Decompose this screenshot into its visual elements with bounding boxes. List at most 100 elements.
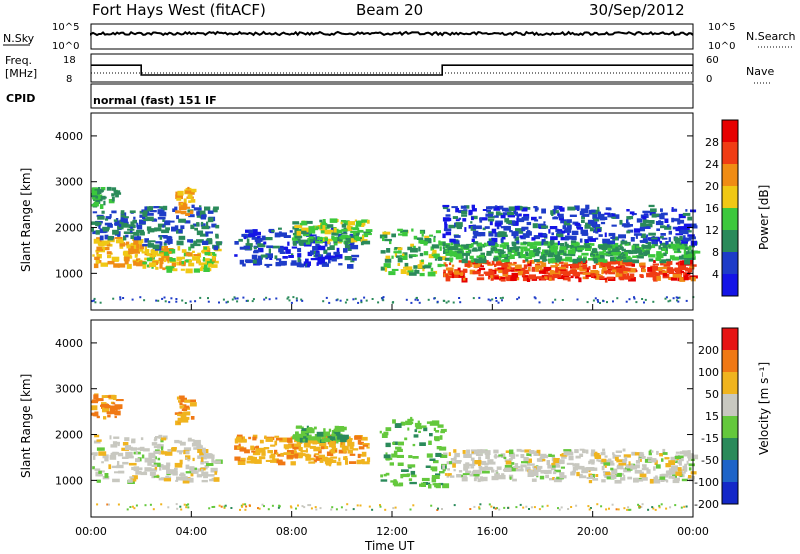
velocity-cell [425,465,431,468]
power-cell [454,235,461,238]
power-cell [207,261,214,265]
velocity-cell [681,478,688,482]
velocity-scatter-cell [297,504,299,507]
power-scatter-cell [495,297,497,299]
power-cell [662,273,668,277]
velocity-cell [528,471,534,477]
power-cell [564,243,569,249]
power-cell [610,257,617,262]
velocity-cell [379,430,382,434]
velocity-cell [174,412,180,415]
power-cell [196,211,200,216]
velocity-cell [510,462,515,465]
power-cell [385,255,391,259]
velocity-cell [383,473,387,477]
power-cell [265,253,273,258]
power-cell [580,208,589,214]
velocity-scatter-cell [359,504,362,507]
power-cell [687,234,695,237]
velocity-cell [470,457,475,461]
power-cell [493,257,497,262]
power-cell [660,212,668,216]
velocity-cell [399,482,404,487]
velocity-scatter-cell [340,506,343,509]
power-scatter-cell [344,301,347,304]
power-cell [491,249,494,254]
velocity-cell [300,430,304,435]
velocity-cell [347,449,353,454]
velocity-scatter-cell [267,508,270,511]
power-cell [588,266,591,270]
velocity-cell [187,459,190,462]
velocity-cell [137,467,143,471]
power-cell [433,253,440,259]
power-cell [138,247,144,252]
velocity-cell [153,445,160,449]
velocity-cell [397,462,404,466]
velocity-scatter-cell [473,505,476,508]
velocity-cell [328,436,336,440]
power-cell [388,271,396,276]
power-cell [176,240,184,246]
velocity-cell [675,451,680,454]
power-cell [305,258,309,264]
power-cell [451,264,455,267]
power-cell [347,225,353,230]
power-cell [513,231,518,236]
velocity-cell [624,466,633,471]
power-cell [584,239,589,244]
power-cell [640,275,644,278]
power-cell [555,269,559,273]
velocity-cell [591,449,596,454]
velocity-cell [439,446,447,451]
velocity-cell [203,473,208,479]
power-cell [432,249,437,255]
power-scatter-cell [290,301,293,304]
power-cell [161,248,169,251]
power-cell [642,238,648,243]
power-cell [651,237,658,240]
power-cell [434,258,438,261]
power-cell [274,232,281,238]
power-cell [632,243,640,249]
power-cell [308,226,314,231]
power-cell [692,250,701,254]
power-cell [581,258,586,262]
velocity-cell [143,471,146,474]
power-cell [94,256,100,260]
power-cell [399,254,408,258]
power-cell [497,267,505,270]
power-cell [567,232,570,236]
velocity-cell [300,450,308,453]
velocity-cell [587,467,595,471]
power-cell [633,228,641,233]
velocity-scatter-cell [412,504,415,507]
velocity-cell [325,459,331,462]
power-cell [587,219,595,225]
velocity-cell [200,457,204,462]
power-cell [678,245,684,248]
power-cell [565,256,573,262]
velocity-scatter-cell [658,504,661,507]
velocity-cell [475,453,483,456]
power-cell [494,232,500,237]
power-cell [597,258,605,263]
power-cell [133,216,136,220]
velocity-cell [147,462,152,466]
velocity-cell [135,470,142,475]
power-cell [257,235,261,239]
power-cell [234,241,239,245]
power-cell [652,263,659,266]
power-cell [643,226,650,229]
velocity-scatter-cell [223,505,226,508]
power-cell [672,208,677,211]
power-scatter-cell [616,297,619,300]
power-cell [473,234,482,237]
power-cell [513,223,519,226]
power-cell [661,247,666,251]
power-cell [347,238,353,243]
power-scatter-cell [207,297,209,300]
power-cell [161,246,165,250]
power-cell [322,221,326,226]
power-cell [421,233,424,237]
